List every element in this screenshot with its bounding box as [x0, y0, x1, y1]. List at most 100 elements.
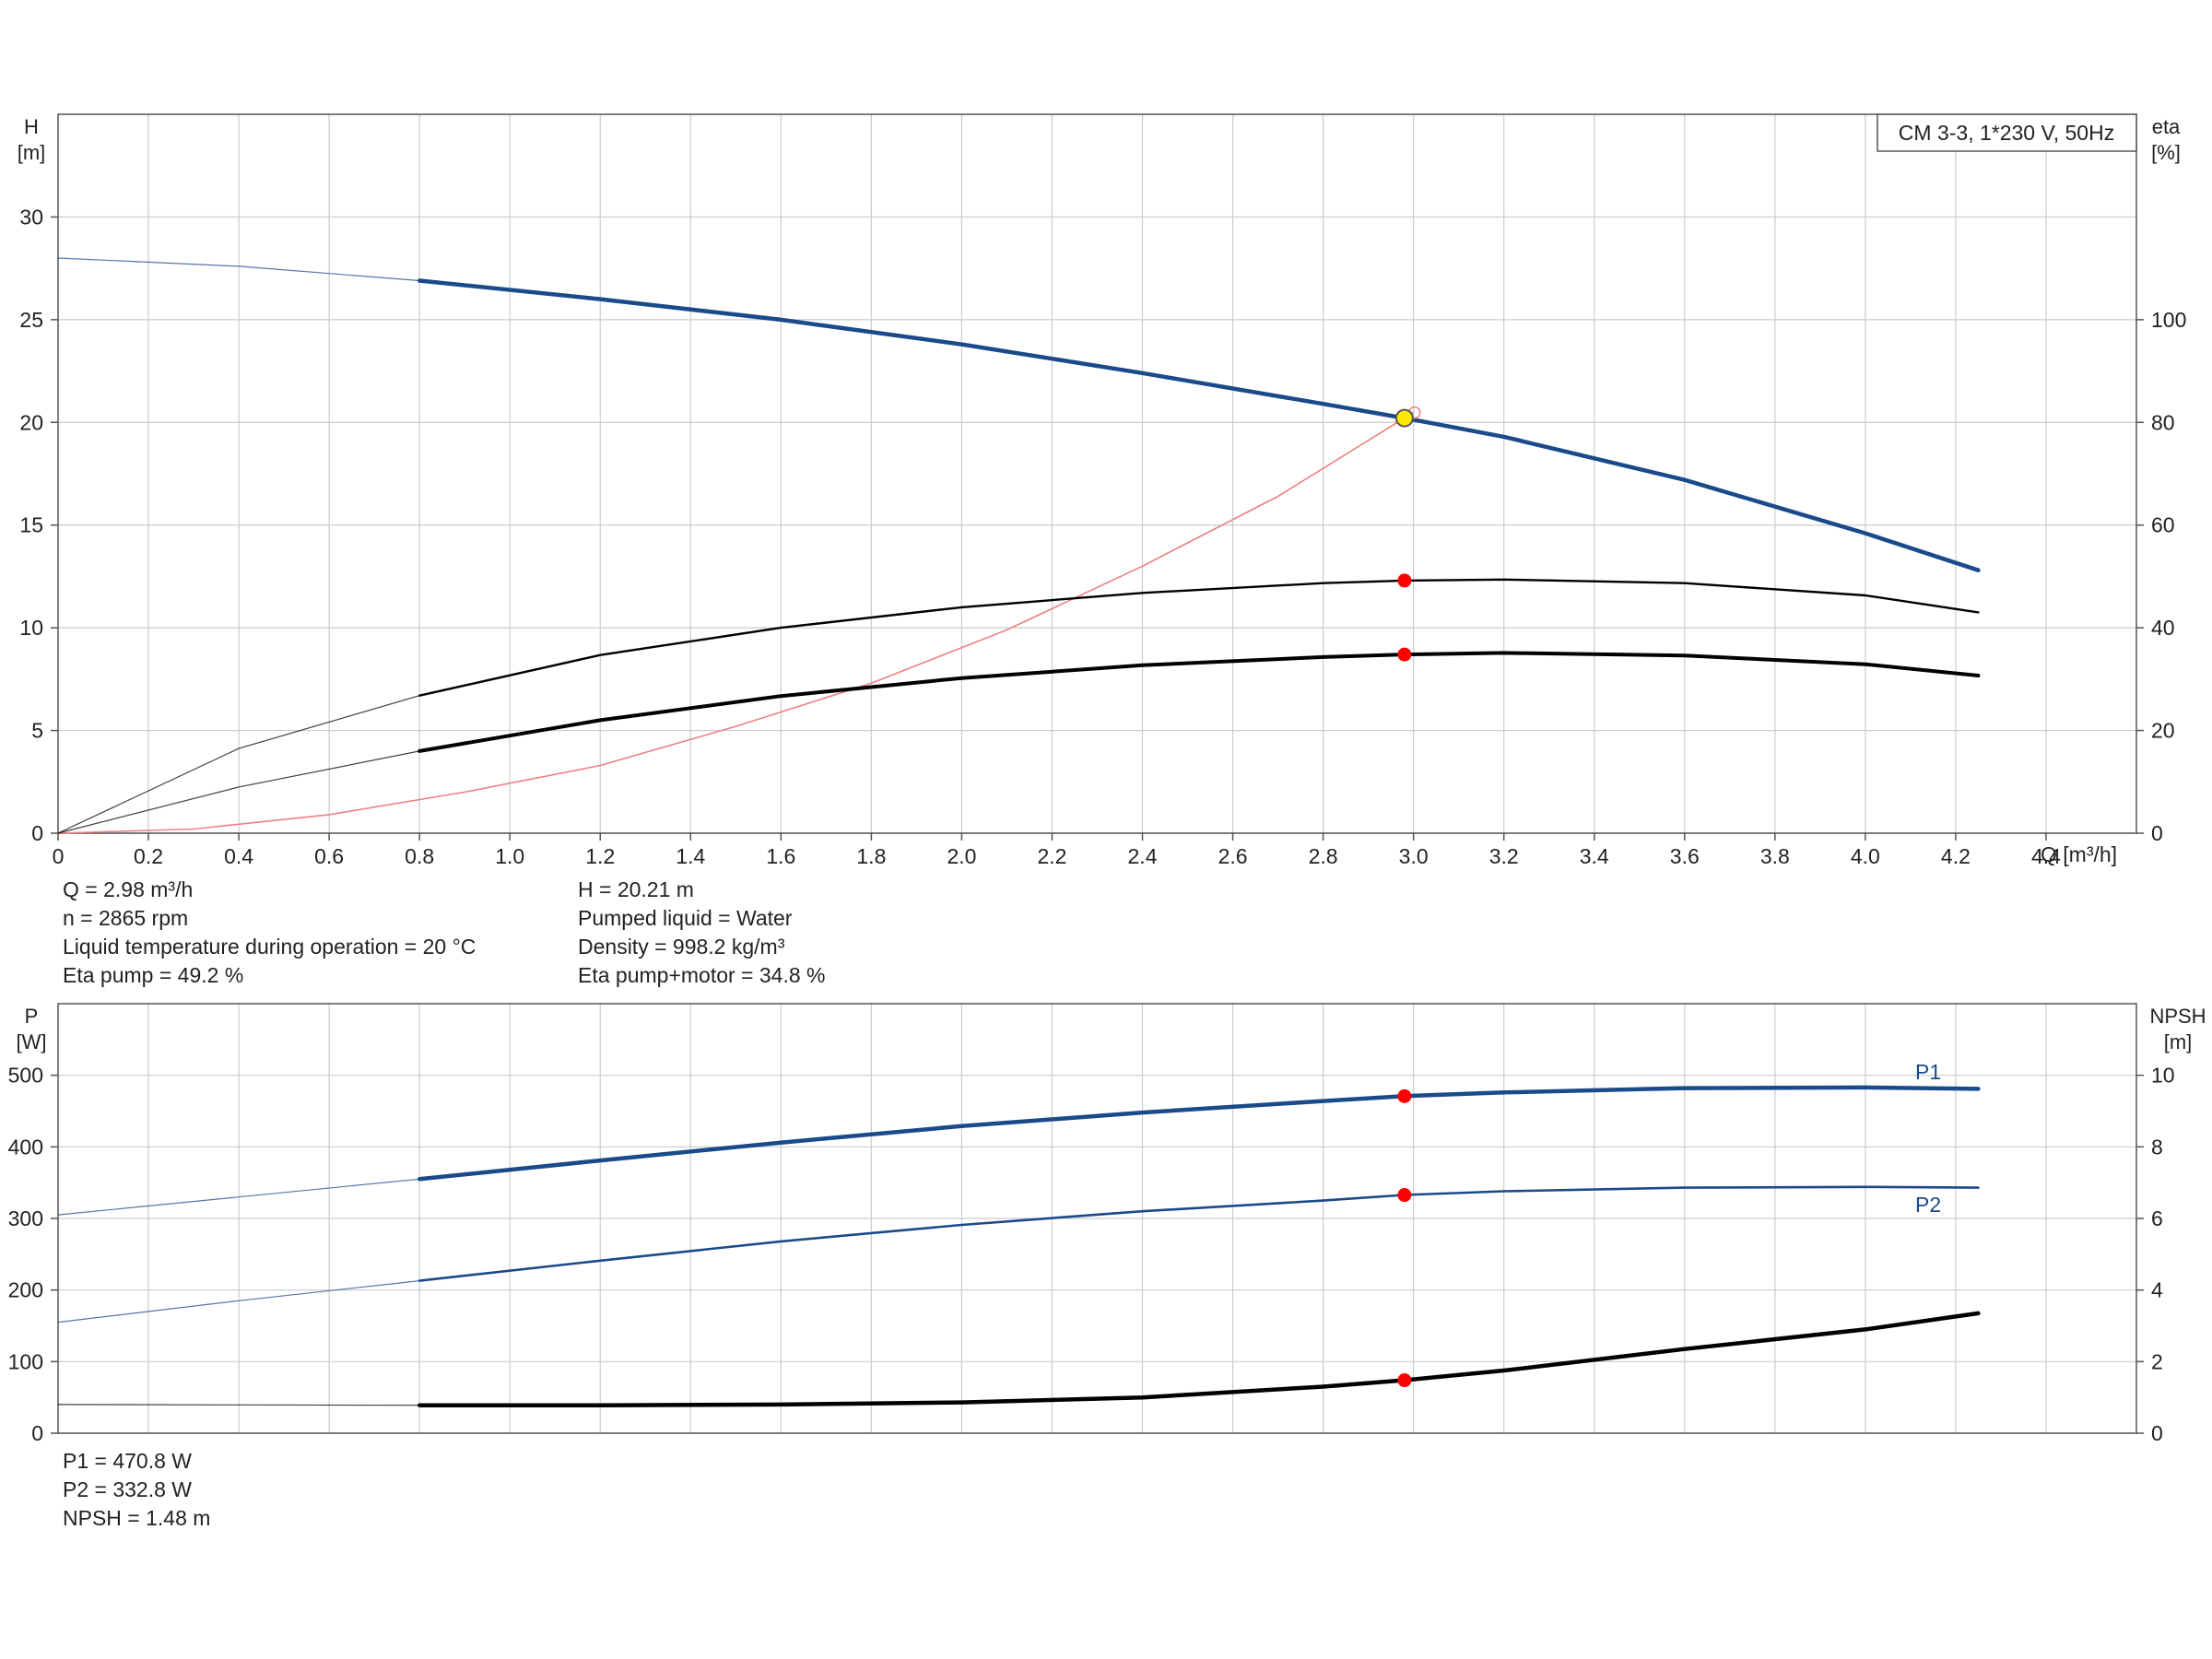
npsh-tick-label: 10	[2151, 1064, 2175, 1088]
h-tick-label: 0	[31, 821, 43, 845]
p1-curve	[417, 1085, 1981, 1182]
npsh-curve	[417, 1311, 1981, 1407]
eta-pump-curve	[418, 578, 1980, 697]
info-density: Density = 998.2 kg/m³	[578, 935, 785, 959]
q-tick-label: 3.4	[1580, 844, 1609, 868]
info-q: Q = 2.98 m³/h	[63, 877, 194, 901]
q-tick-label: 1.6	[766, 844, 795, 868]
p-axis-unit: [W]	[17, 1030, 47, 1053]
info-npsh: NPSH = 1.48 m	[63, 1506, 211, 1530]
eta-pump-curve-extrapolated	[57, 695, 420, 834]
eta-pump-motor-duty-dot	[1397, 647, 1412, 662]
q-tick-label: 1.8	[856, 844, 886, 868]
bottom-chart-axes: 0 100 200 300 400 500 0 2 4 6 8 10	[8, 1064, 2175, 1445]
q-tick-label: 0.8	[405, 844, 434, 868]
q-tick-label: 2.4	[1128, 844, 1158, 868]
npsh-axis-label: NPSH	[2149, 1005, 2206, 1028]
h-tick-label: 5	[31, 719, 43, 743]
q-tick-label: 3.6	[1670, 844, 1700, 868]
h-axis-unit: [m]	[18, 141, 46, 164]
q-tick-label: 0	[53, 844, 65, 868]
eta-tick-label: 100	[2151, 308, 2186, 332]
duty-point-marker	[1394, 408, 1414, 428]
top-chart-grid	[58, 114, 2136, 834]
q-tick-label: 2.8	[1309, 844, 1338, 868]
info-p1: P1 = 470.8 W	[63, 1449, 192, 1473]
eta-pump-motor-curve-extrapolated	[57, 750, 420, 834]
h-tick-label: 20	[19, 410, 43, 434]
info-n: n = 2865 rpm	[63, 906, 189, 930]
top-chart-curves	[57, 257, 1981, 834]
system-curve	[57, 411, 1415, 834]
bottom-info: P1 = 470.8 W P2 = 332.8 W NPSH = 1.48 m	[63, 1447, 210, 1533]
p-tick-label: 100	[8, 1349, 43, 1373]
info-eta-pump: Eta pump = 49.2 %	[63, 963, 244, 987]
head-curve-extrapolated	[57, 257, 420, 282]
eta-tick-label: 60	[2151, 513, 2175, 537]
q-tick-label: 0.2	[134, 844, 163, 868]
q-axis-label: Q [m³/h]	[2041, 842, 2117, 866]
top-chart-axes: 0 5 10 15 20 25 30 0 20 40 60 80 100 0 0.2 0.4 0.6 0.8 1.0…	[19, 205, 2186, 868]
eta-pump-motor-curve	[418, 651, 1981, 753]
npsh-tick-label: 8	[2151, 1135, 2163, 1159]
q-tick-label: 3.2	[1489, 844, 1519, 868]
top-info-col1: Q = 2.98 m³/h n = 2865 rpm Liquid temper…	[63, 876, 476, 990]
eta-axis-label: eta	[2152, 115, 2181, 138]
q-tick-label: 4.2	[1941, 844, 1971, 868]
eta-axis-unit: [%]	[2151, 141, 2181, 164]
p2-curve-extrapolated	[57, 1280, 420, 1324]
pump-model-text: CM 3-3, 1*230 V, 50Hz	[1899, 121, 2114, 145]
eta-tick-label: 80	[2151, 410, 2175, 434]
p1-duty-dot	[1397, 1088, 1412, 1103]
h-axis-label: H	[24, 115, 39, 138]
q-tick-label: 3.8	[1760, 844, 1790, 868]
h-tick-label: 15	[19, 513, 43, 537]
p1-curve-extrapolated	[57, 1178, 420, 1216]
npsh-axis-unit: [m]	[2164, 1030, 2193, 1053]
q-tick-label: 0.6	[314, 844, 344, 868]
p1-curve-label: P1	[1915, 1060, 1941, 1084]
top-info-col2: H = 20.21 m Pumped liquid = Water Densit…	[578, 876, 826, 990]
p2-curve	[418, 1185, 1980, 1282]
q-tick-label: 2.6	[1218, 844, 1248, 868]
p-tick-label: 200	[8, 1278, 43, 1302]
p-tick-label: 300	[8, 1206, 43, 1230]
h-tick-label: 30	[19, 205, 43, 229]
pump-model-box	[1877, 113, 2137, 152]
p-axis-label: P	[25, 1005, 39, 1028]
p-tick-label: 400	[8, 1135, 43, 1159]
eta-pump-duty-dot	[1397, 573, 1412, 588]
top-chart-frame	[57, 113, 2137, 834]
bottom-chart-grid	[58, 1004, 2136, 1434]
q-tick-label: 2.0	[947, 844, 976, 868]
h-tick-label: 25	[19, 308, 43, 332]
npsh-tick-label: 2	[2151, 1349, 2163, 1373]
npsh-tick-label: 4	[2151, 1278, 2163, 1302]
eta-tick-label: 20	[2151, 719, 2175, 743]
npsh-duty-dot	[1397, 1373, 1412, 1388]
info-pumped-liquid: Pumped liquid = Water	[578, 906, 793, 930]
eta-tick-label: 0	[2151, 821, 2163, 845]
q-tick-label: 4.0	[1851, 844, 1880, 868]
h-tick-label: 10	[19, 616, 43, 640]
q-tick-label: 4.4	[2031, 844, 2061, 868]
npsh-tick-label: 0	[2151, 1421, 2163, 1445]
info-eta-pump-motor: Eta pump+motor = 34.8 %	[578, 963, 826, 987]
info-p2: P2 = 332.8 W	[63, 1477, 192, 1501]
p2-duty-dot	[1397, 1188, 1412, 1203]
info-liquid-temp: Liquid temperature during operation = 20…	[63, 935, 477, 959]
p2-curve-label: P2	[1915, 1193, 1941, 1217]
q-tick-label: 1.4	[676, 844, 705, 868]
npsh-tick-label: 6	[2151, 1206, 2163, 1230]
head-curve	[417, 278, 1981, 572]
bottom-chart-curves	[57, 1085, 1981, 1407]
q-tick-label: 1.2	[585, 844, 615, 868]
q-tick-label: 1.0	[495, 844, 524, 868]
q-tick-label: 2.2	[1037, 844, 1066, 868]
p-tick-label: 0	[31, 1421, 43, 1445]
info-h: H = 20.21 m	[578, 877, 694, 901]
q-tick-label: 3.0	[1399, 844, 1429, 868]
q-tick-label: 0.4	[224, 844, 253, 868]
p-tick-label: 500	[8, 1064, 43, 1088]
